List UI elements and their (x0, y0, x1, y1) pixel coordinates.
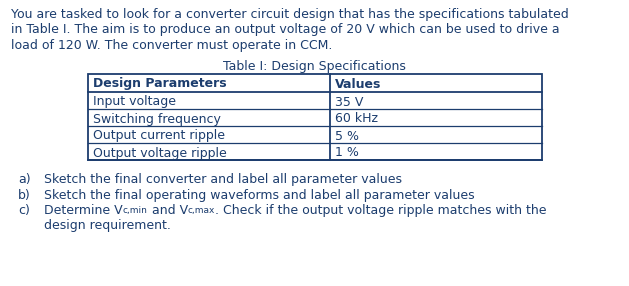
Text: Sketch the final converter and label all parameter values: Sketch the final converter and label all… (44, 173, 402, 186)
Bar (88, 74, 542, 160)
Text: 5 %: 5 % (335, 130, 359, 142)
Text: load of 120 W. The converter must operate in CCM.: load of 120 W. The converter must operat… (11, 39, 332, 52)
Text: You are tasked to look for a converter circuit design that has the specification: You are tasked to look for a converter c… (11, 8, 569, 21)
Text: 35 V: 35 V (335, 96, 364, 108)
Text: Values: Values (335, 78, 381, 90)
Text: c,max: c,max (187, 206, 215, 215)
Text: design requirement.: design requirement. (44, 219, 171, 233)
Text: Output current ripple: Output current ripple (93, 130, 225, 142)
Text: c): c) (18, 204, 30, 217)
Text: and V: and V (147, 204, 187, 217)
Text: Switching frequency: Switching frequency (93, 112, 221, 126)
Text: Sketch the final operating waveforms and label all parameter values: Sketch the final operating waveforms and… (44, 188, 475, 202)
Text: 1 %: 1 % (335, 146, 359, 160)
Text: . Check if the output voltage ripple matches with the: . Check if the output voltage ripple mat… (215, 204, 547, 217)
Text: Output voltage ripple: Output voltage ripple (93, 146, 226, 160)
Text: a): a) (18, 173, 31, 186)
Text: c,min: c,min (123, 206, 147, 215)
Text: 60 kHz: 60 kHz (335, 112, 378, 126)
Text: in Table I. The aim is to produce an output voltage of 20 V which can be used to: in Table I. The aim is to produce an out… (11, 23, 560, 37)
Text: Input voltage: Input voltage (93, 96, 176, 108)
Text: Determine V: Determine V (44, 204, 123, 217)
Text: Table I: Design Specifications: Table I: Design Specifications (223, 60, 406, 73)
Text: b): b) (18, 188, 31, 202)
Text: Design Parameters: Design Parameters (93, 78, 226, 90)
